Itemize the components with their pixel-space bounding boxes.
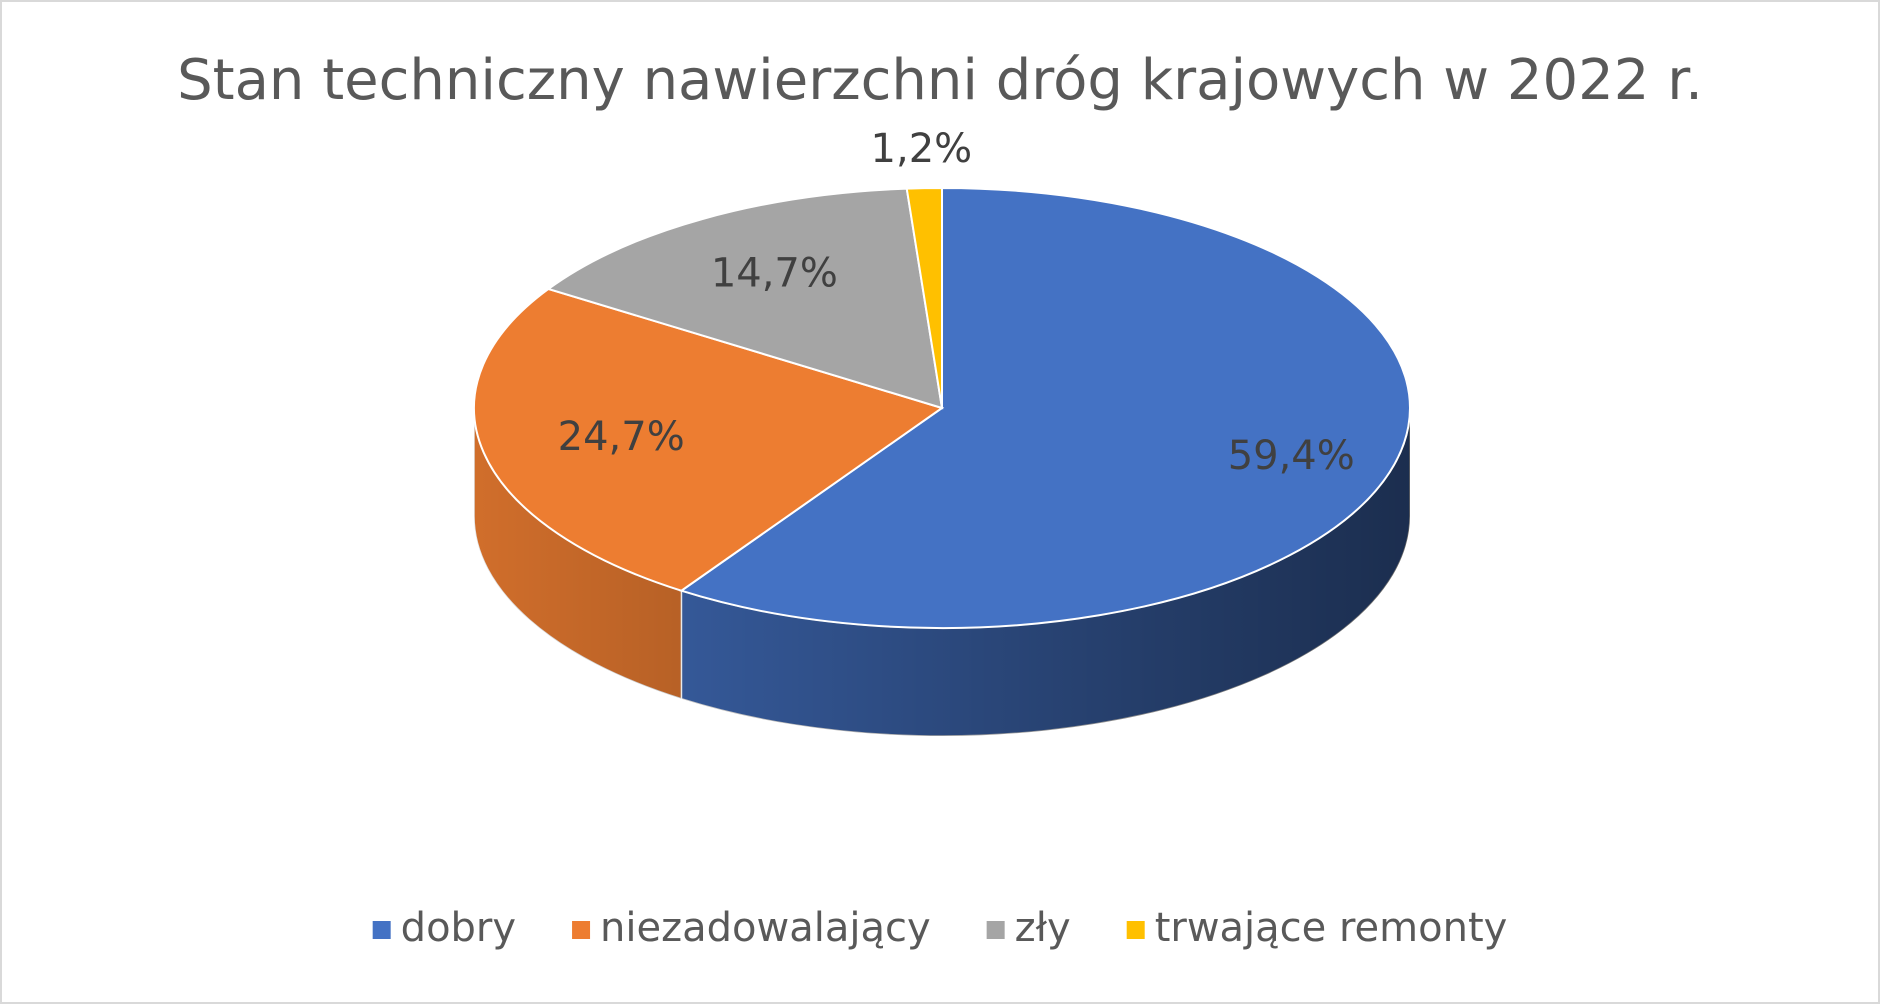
legend-swatch xyxy=(1126,921,1145,939)
data-label: 1,2% xyxy=(871,126,973,172)
chart-title: Stan techniczny nawierzchni dróg krajowy… xyxy=(177,48,1703,113)
data-label: 24,7% xyxy=(558,414,685,460)
slice xyxy=(546,187,944,410)
legend-label: zły xyxy=(1015,905,1071,951)
legend-swatch xyxy=(572,921,591,939)
legend-label: dobry xyxy=(401,905,516,951)
legend-swatch xyxy=(372,921,391,939)
legend-label: trwające remonty xyxy=(1155,905,1508,951)
slice xyxy=(905,186,943,409)
legend-label: niezadowalający xyxy=(600,905,931,951)
slice-side-shade xyxy=(681,408,1410,736)
slice-side-shade xyxy=(474,408,682,699)
legend: dobry niezadowalający zły trwające remonty xyxy=(372,905,1508,951)
data-label: 14,7% xyxy=(711,251,838,297)
legend-swatch xyxy=(986,921,1005,939)
slice xyxy=(473,287,945,592)
slice xyxy=(679,186,1411,629)
data-label: 59,4% xyxy=(1228,433,1355,479)
